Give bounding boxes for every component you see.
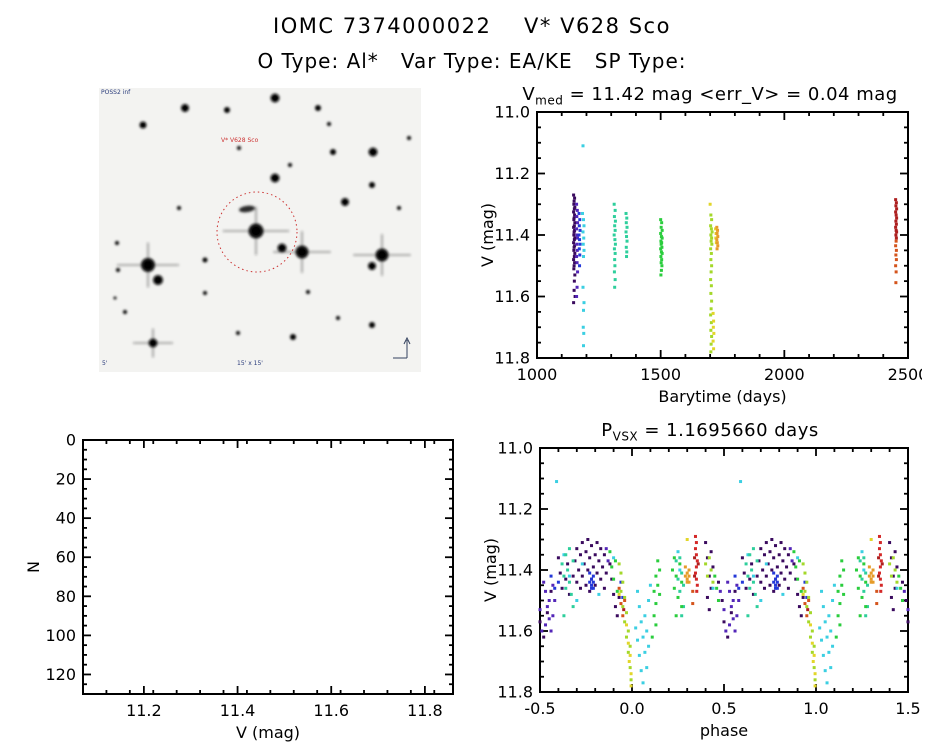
svg-text:11.2: 11.2 — [126, 701, 162, 720]
svg-text:60: 60 — [56, 548, 76, 567]
svg-text:100: 100 — [45, 626, 76, 645]
lightcurve-plot: 1000 1500 2000 2500 11.0 11.2 11.4 11.6 11.8 Bary… — [478, 104, 922, 406]
svg-text:11.6: 11.6 — [313, 701, 349, 720]
page-subtitle: O Type: Al* Var Type: EA/KE SP Type: — [257, 49, 687, 73]
magnitude-histogram: 11.2 11.4 11.6 11.8 0 20 40 60 80 100 120 V (mag) N — [24, 432, 454, 742]
svg-text:0.0: 0.0 — [619, 699, 644, 718]
finder-survey-label: POSS2 inf — [101, 89, 131, 96]
svg-text:11.8: 11.8 — [497, 683, 533, 702]
svg-text:V (mag): V (mag) — [236, 723, 300, 742]
svg-text:11.0: 11.0 — [494, 104, 530, 122]
svg-text:80: 80 — [56, 587, 76, 606]
svg-text:11.6: 11.6 — [497, 622, 533, 641]
phase-title-sub: VSX — [612, 429, 639, 444]
finder-target-label: V* V628 Sco — [221, 137, 259, 144]
svg-text:11.8: 11.8 — [494, 349, 530, 368]
svg-text:11.4: 11.4 — [494, 226, 530, 245]
lightcurve-title: Vmed = 11.42 mag <err_V> = 0.04 mag — [475, 84, 944, 108]
svg-text:11.0: 11.0 — [497, 440, 533, 458]
svg-text:11.4: 11.4 — [220, 701, 256, 720]
phase-title-rest: = 1.1695660 days — [638, 420, 819, 441]
svg-text:1500: 1500 — [640, 365, 681, 384]
lightcurve-title-sub: med — [535, 93, 564, 108]
svg-text:40: 40 — [56, 509, 76, 528]
svg-text:20: 20 — [56, 470, 76, 489]
svg-text:2000: 2000 — [764, 365, 805, 384]
phase-folded-plot: -0.5 0.0 0.5 1.0 1.5 11.0 11.2 11.4 11.6 11.8 phas… — [481, 440, 921, 740]
svg-text:1.5: 1.5 — [895, 699, 920, 718]
finder-chart-canvas — [99, 88, 421, 372]
finder-scale-label: 5' — [102, 360, 108, 367]
svg-text:phase: phase — [700, 721, 748, 740]
compass-icon — [393, 336, 411, 359]
svg-text:1.0: 1.0 — [803, 699, 828, 718]
phase-title-base: P — [601, 420, 613, 441]
svg-text:11.8: 11.8 — [407, 701, 443, 720]
svg-text:N: N — [24, 561, 43, 573]
svg-text:-0.5: -0.5 — [524, 699, 555, 718]
svg-text:0: 0 — [66, 432, 76, 450]
svg-text:V (mag): V (mag) — [478, 203, 497, 267]
svg-text:120: 120 — [45, 665, 76, 684]
svg-text:11.4: 11.4 — [497, 561, 533, 580]
svg-text:1000: 1000 — [517, 365, 558, 384]
svg-text:11.2: 11.2 — [494, 164, 530, 183]
svg-text:11.6: 11.6 — [494, 287, 530, 306]
finder-fov-label: 15' x 15' — [237, 360, 263, 367]
finder-chart-image: POSS2 inf V* V628 Sco 15' x 15' 5' — [99, 88, 421, 372]
target-circle-marker — [216, 191, 298, 273]
svg-text:11.2: 11.2 — [497, 500, 533, 519]
svg-text:Barytime (days): Barytime (days) — [658, 387, 786, 406]
phase-plot-title: PVSX = 1.1695660 days — [475, 420, 944, 444]
lightcurve-title-base: V — [522, 84, 536, 105]
svg-text:2500: 2500 — [888, 365, 922, 384]
svg-text:V (mag): V (mag) — [481, 538, 500, 602]
lightcurve-title-rest: = 11.42 mag <err_V> = 0.04 mag — [563, 84, 898, 105]
svg-text:0.5: 0.5 — [711, 699, 736, 718]
page-title: IOMC 7374000022 V* V628 Sco — [273, 14, 671, 38]
